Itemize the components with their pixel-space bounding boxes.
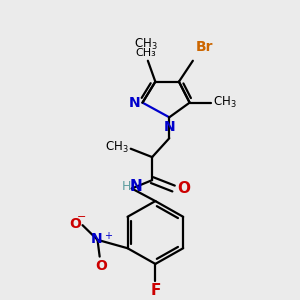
Text: −: − [77,212,86,222]
Text: O: O [70,217,81,231]
Text: N: N [130,179,142,194]
Text: O: O [177,181,190,196]
Text: Br: Br [196,40,214,55]
Text: N: N [91,232,102,246]
Text: $\mathregular{CH_3}$: $\mathregular{CH_3}$ [134,37,158,52]
Text: H: H [121,180,131,193]
Text: N: N [129,96,141,110]
Text: CH₃: CH₃ [135,48,156,59]
Text: +: + [104,231,112,241]
Text: O: O [95,259,107,273]
Text: F: F [150,283,161,298]
Text: $\mathregular{CH_3}$: $\mathregular{CH_3}$ [213,95,237,110]
Text: N: N [164,120,175,134]
Text: $\mathregular{CH_3}$: $\mathregular{CH_3}$ [105,140,129,155]
